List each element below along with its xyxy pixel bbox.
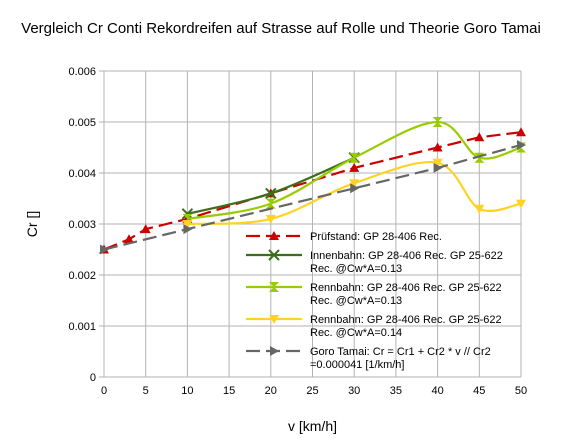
legend-swatch-marker: [270, 346, 279, 356]
data-point: [349, 152, 360, 163]
legend-label: Rec. @Cw*A=0.13: [310, 295, 402, 307]
x-tick-label: 5: [143, 385, 149, 397]
series-line: [103, 143, 522, 251]
series-line: [103, 131, 522, 251]
legend-swatch-marker: [269, 282, 279, 292]
data-point: [432, 158, 443, 168]
series-line: [187, 120, 522, 220]
y-tick-label: 0.003: [68, 219, 96, 231]
legend-label: Rennbahn: GP 28-406 Rec. GP 25-622: [310, 282, 502, 294]
x-tick-label: 0: [101, 385, 107, 397]
data-point: [474, 204, 485, 214]
x-tick-label: 50: [515, 385, 527, 397]
data-point: [432, 142, 443, 152]
legend-label: Rec. @Cw*A=0.14: [310, 327, 402, 339]
legend-label: Prüfstand: GP 28-406 Rec.: [310, 231, 442, 243]
data-point: [350, 183, 360, 194]
y-tick-label: 0.002: [68, 270, 96, 282]
x-axis-label: v [km/h]: [288, 418, 337, 434]
legend-entry: Goro Tamai: Cr = Cr1 + Cr2 * v // Cr2=0.…: [246, 346, 491, 371]
x-tick-label: 40: [431, 385, 443, 397]
data-point: [516, 127, 526, 137]
legend-label: =0.000041 [1/km/h]: [310, 359, 404, 371]
data-point: [265, 198, 276, 209]
data-point: [183, 224, 193, 235]
y-tick-label: 0.006: [68, 66, 96, 78]
legend: Prüfstand: GP 28-406 Rec. Innenbahn: GP 2…: [246, 231, 503, 371]
x-tick-label: 20: [265, 385, 277, 397]
data-point: [432, 117, 443, 127]
x-tick-label: 30: [348, 385, 360, 397]
data-point: [265, 214, 276, 224]
legend-swatch-marker: [268, 249, 280, 261]
series-5: [100, 139, 526, 255]
data-point: [124, 234, 135, 244]
legend-entry: Innenbahn: GP 28-406 Rec. GP 25-622Rec. …: [246, 249, 503, 275]
data-point: [516, 199, 526, 209]
legend-label: Goro Tamai: Cr = Cr1 + Cr2 * v // Cr2: [310, 346, 491, 358]
y-tick-label: 0.004: [68, 168, 96, 180]
data-point: [349, 162, 360, 172]
x-tick-label: 45: [473, 385, 485, 397]
data-point: [349, 179, 360, 189]
legend-swatch-marker: [269, 315, 279, 324]
x-tick-label: 25: [306, 385, 318, 397]
data-point: [181, 208, 194, 220]
legend-label: Rennbahn: GP 28-406 Rec. GP 25-622: [310, 314, 502, 326]
legend-entry: Prüfstand: GP 28-406 Rec.: [246, 231, 442, 243]
y-tick-label: 0.001: [68, 321, 96, 333]
data-point: [265, 187, 277, 200]
x-tick-label: 35: [390, 385, 402, 397]
x-tick-label: 10: [181, 385, 193, 397]
axes: 0 5 10 15 20 25 30 35 40 45 50 0 0.001 0.002 0.003 0.00…: [68, 66, 527, 397]
legend-label: Rec. @Cw*A=0.13: [310, 263, 402, 275]
series-4: [182, 158, 526, 229]
data-point: [433, 162, 443, 173]
y-tick-label: 0: [90, 372, 96, 384]
data-point: [140, 224, 151, 234]
data-point: [182, 220, 193, 229]
chart-title: Vergleich Cr Conti Rekordreifen auf Stra…: [21, 20, 541, 37]
y-tick-label: 0.005: [68, 117, 96, 129]
series-layer: [99, 117, 526, 255]
data-point: [517, 139, 526, 150]
x-tick-label: 15: [223, 385, 235, 397]
legend-label: Innenbahn: GP 28-406 Rec. GP 25-622: [310, 250, 503, 262]
legend-swatch-marker: [269, 231, 279, 240]
y-axis-label: Cr []: [24, 211, 40, 237]
data-point: [474, 132, 485, 142]
data-point: [100, 244, 109, 255]
